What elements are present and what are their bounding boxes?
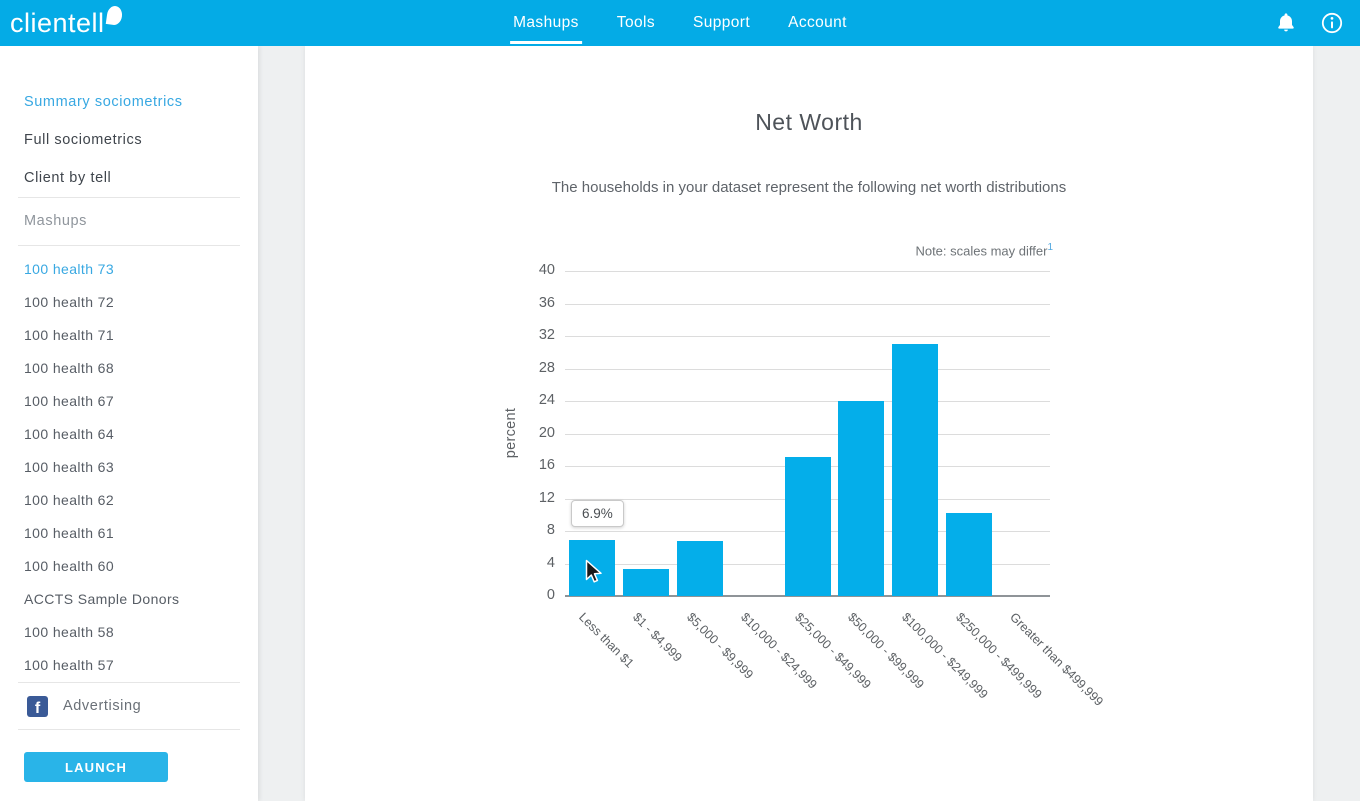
y-axis-tick-label: 40 — [538, 262, 555, 278]
sidebar: Summary sociometrics Full sociometrics Cli… — [0, 46, 258, 801]
sidebar-item-client-by-tell[interactable]: Client by tell — [24, 170, 112, 186]
bar-5-000-9-999[interactable] — [676, 540, 723, 596]
y-axis-tick-label: 32 — [538, 327, 555, 343]
sidebar-item-100-health-68[interactable]: 100 health 68 — [24, 360, 115, 376]
bar-tooltip: 6.9% — [571, 500, 624, 527]
sidebar-item-100-health-61[interactable]: 100 health 61 — [24, 525, 115, 541]
mashup-list: 100 health 73 100 health 72 100 health 71 1… — [0, 246, 258, 682]
x-axis-line — [565, 595, 1050, 597]
note-footnote-link[interactable]: 1 — [1047, 242, 1053, 253]
launch-button[interactable]: LAUNCH — [24, 752, 168, 782]
chart-gridline — [565, 303, 1050, 305]
x-axis-category-label: $1 - $4,999 — [629, 610, 685, 665]
sidebar-divider — [18, 245, 240, 246]
sidebar-item-advertising[interactable]: f Advertising — [0, 683, 258, 729]
sidebar-item-summary-sociometrics[interactable]: Summary sociometrics — [24, 94, 183, 110]
sidebar-item-100-health-67[interactable]: 100 health 67 — [24, 393, 115, 409]
sidebar-item-100-health-58[interactable]: 100 health 58 — [24, 624, 115, 640]
bar-100-000-249-999[interactable] — [892, 344, 939, 596]
sidebar-item-100-health-60[interactable]: 100 health 60 — [24, 558, 115, 574]
y-axis-tick-label: 8 — [546, 522, 555, 538]
sidebar-top-links: Summary sociometrics Full sociometrics Cli… — [0, 46, 258, 197]
nav-item-support[interactable]: Support — [692, 14, 751, 31]
sidebar-item-100-health-57[interactable]: 100 health 57 — [24, 657, 115, 673]
bar-less-than-1[interactable] — [568, 539, 615, 596]
main-nav: Mashups Tools Support Account — [494, 0, 866, 46]
sidebar-item-accts-sample-donors[interactable]: ACCTS Sample Donors — [24, 591, 180, 607]
bar-25-000-49-999[interactable] — [784, 457, 831, 596]
y-axis-tick-label: 12 — [538, 489, 555, 506]
page-subtitle: The households in your dataset represent… — [551, 179, 1067, 196]
chart-gridline — [565, 336, 1050, 337]
y-axis-tick-label: 16 — [538, 457, 555, 473]
sidebar-item-100-health-62[interactable]: 100 health 62 — [24, 492, 115, 508]
notification-bell-icon[interactable] — [1274, 11, 1298, 35]
chart-gridline — [565, 433, 1050, 435]
app-logo-text: clientell — [10, 7, 105, 38]
app-logo[interactable]: clientell — [10, 0, 123, 46]
sidebar-item-100-health-64[interactable]: 100 health 64 — [24, 426, 115, 442]
logo-speech-bubble-icon — [105, 4, 123, 26]
chart-gridline — [565, 401, 1050, 402]
y-axis-tick-label: 20 — [538, 424, 555, 441]
bar-1-4-999[interactable] — [622, 569, 669, 596]
sidebar-section-mashups: Mashups — [24, 213, 88, 229]
sidebar-item-100-health-73[interactable]: 100 health 73 — [24, 261, 115, 277]
y-axis-tick-label: 4 — [546, 554, 555, 571]
sidebar-item-100-health-72[interactable]: 100 health 72 — [24, 294, 115, 310]
sidebar-divider — [18, 682, 240, 683]
advertising-label: Advertising — [63, 698, 142, 714]
sidebar-item-full-sociometrics[interactable]: Full sociometrics — [24, 132, 143, 148]
sidebar-item-100-health-63[interactable]: 100 health 63 — [24, 459, 115, 475]
nav-item-mashups[interactable]: Mashups — [494, 0, 598, 46]
chart-gridline — [565, 368, 1050, 370]
y-axis-tick-label: 0 — [546, 587, 555, 603]
info-icon[interactable] — [1320, 11, 1344, 35]
scales-note: Note: scales may differ1 — [915, 242, 1053, 258]
nav-item-account[interactable]: Account — [788, 14, 847, 31]
sidebar-divider — [18, 197, 240, 198]
y-axis-tick-label: 36 — [538, 294, 555, 311]
header-icons — [1274, 0, 1344, 46]
sidebar-divider — [18, 729, 240, 730]
scales-note-text: Note: scales may differ — [915, 243, 1048, 259]
y-axis-tick-label: 28 — [538, 359, 555, 376]
x-axis-category-label: Less than $1 — [576, 610, 637, 671]
sidebar-item-100-health-71[interactable]: 100 health 71 — [24, 327, 115, 343]
content-card: Net Worth The households in your dataset… — [305, 46, 1313, 801]
nav-item-tools[interactable]: Tools — [616, 14, 655, 31]
net-worth-bar-chart: percent 0 4 8 12 16 20 24 28 32 36 40 Less than $1 $… — [305, 46, 1313, 801]
y-axis-tick-label: 24 — [538, 392, 555, 408]
page-title: Net Worth — [755, 109, 863, 135]
facebook-icon: f — [27, 695, 48, 717]
bar-250-000-499-999[interactable] — [946, 513, 993, 596]
top-header: clientell Mashups Tools Support Account — [0, 0, 1360, 46]
chart-gridline — [565, 271, 1050, 272]
x-axis-category-label: Greater than $499,999 — [1007, 610, 1106, 709]
bar-50-000-99-999[interactable] — [838, 401, 885, 596]
